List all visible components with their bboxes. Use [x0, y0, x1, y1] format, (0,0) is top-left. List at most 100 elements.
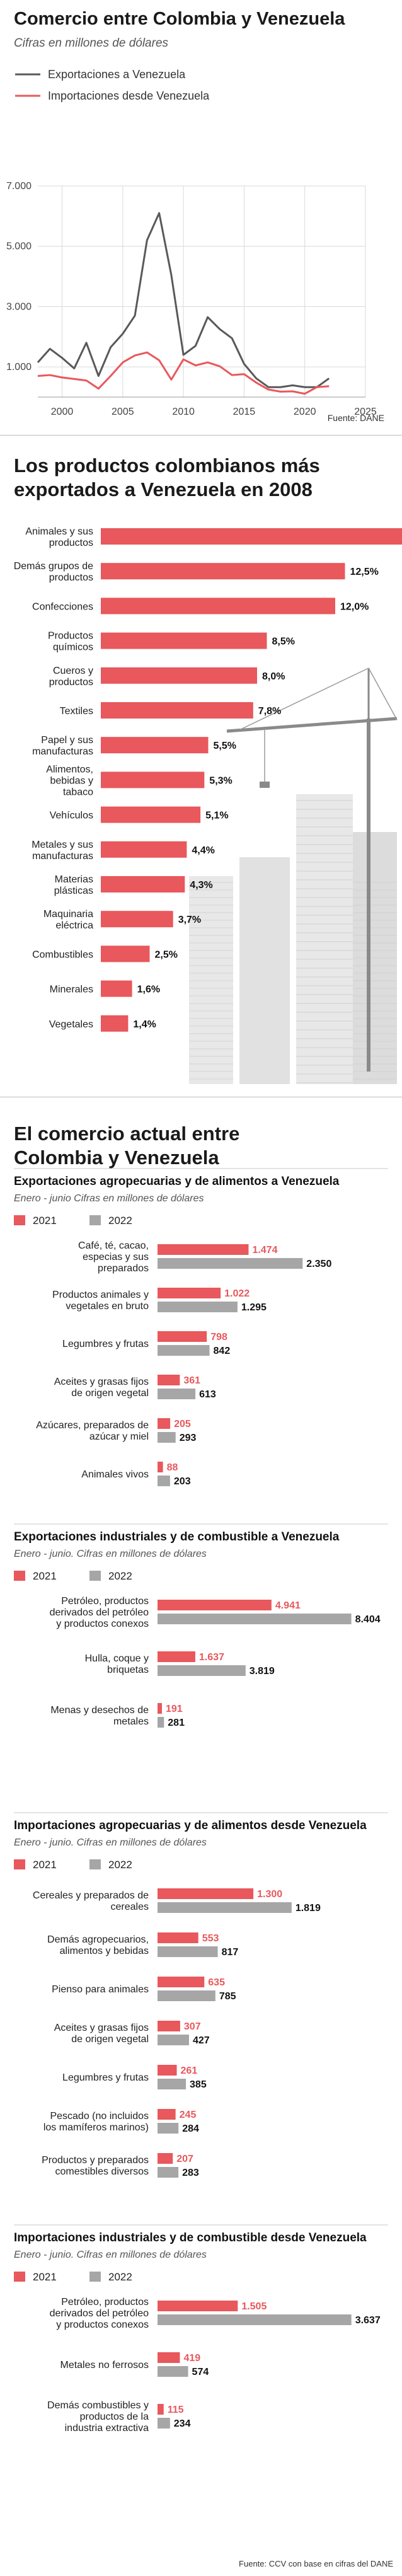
- category-label: Productos químicos: [48, 631, 93, 653]
- value-label: 842: [214, 1346, 231, 1356]
- bar: [101, 911, 173, 928]
- legend-swatch: [14, 1571, 25, 1581]
- section-top-products-2008: Los productos colombianos más exportados…: [0, 441, 402, 1097]
- category-label: Demás combustibles y productos de la indus…: [47, 2400, 149, 2434]
- x-tick-label: 2020: [294, 407, 316, 417]
- bar-2022: [158, 1614, 352, 1624]
- line-chart-source: Fuente: DANE: [327, 413, 384, 423]
- building-shape: [239, 857, 290, 1084]
- crane-hook: [260, 782, 270, 788]
- grouped-bar-chart-3: Importaciones agropecuarias y de aliment…: [14, 1812, 388, 2178]
- category-label: Metales no ferrosos: [60, 2360, 149, 2371]
- bar-2021: [158, 1288, 221, 1298]
- chart-subtitle: Enero - junio Cifras en millones de dóla…: [14, 1193, 204, 1204]
- bar-2021: [158, 2021, 180, 2031]
- value-label: 307: [184, 2021, 201, 2032]
- category-label: Aceites y grasas fijos de origen vegetal: [54, 2023, 149, 2045]
- bar: [101, 563, 345, 580]
- building-shape: [189, 876, 233, 1084]
- bar: [101, 737, 209, 754]
- category-label: Alimentos, bebidas y tabaco: [46, 764, 93, 797]
- legend-swatch: [89, 1571, 101, 1581]
- category-label: Menas y desechos de metales: [50, 1705, 149, 1727]
- bar-2022: [158, 2035, 189, 2045]
- value-label: 1.300: [257, 1889, 282, 1900]
- value-label: 574: [192, 2367, 209, 2377]
- bar: [101, 598, 335, 615]
- legend-swatch: [14, 1215, 25, 1225]
- products-2008-chart: Animales y susproductos16,4%Demás grupos…: [14, 526, 402, 1084]
- category-label: Productos y preparados comestibles divers…: [42, 2155, 149, 2177]
- value-label: 8,0%: [262, 671, 285, 682]
- divider: [0, 435, 402, 436]
- value-label: 2,5%: [155, 949, 178, 960]
- category-label: Petróleo, productos derivados del petróle…: [50, 2297, 149, 2330]
- value-label: 4.941: [275, 1600, 301, 1611]
- value-label: 281: [168, 1718, 185, 1728]
- chart-subtitle: Enero - junio. Cifras en millones de dól…: [14, 1549, 207, 1559]
- crane-jib: [226, 717, 398, 733]
- value-label: 3.637: [355, 2315, 381, 2326]
- bar-2022: [158, 2079, 187, 2089]
- category-label: Papel y sus manufacturas: [32, 735, 93, 757]
- value-label: 205: [174, 1419, 191, 1430]
- chart-title: Exportaciones agropecuarias y de aliment…: [14, 1175, 340, 1188]
- bar-2021: [158, 1375, 180, 1385]
- value-label: 613: [199, 1389, 216, 1400]
- category-label: Café, té, cacao, especias y sus preparados: [78, 1240, 149, 1274]
- line-chart-subtitle: Cifras en millones de dólares: [14, 37, 169, 50]
- value-label: 1.295: [241, 1302, 267, 1313]
- value-label: 3,7%: [178, 915, 201, 925]
- bar-2022: [158, 1258, 303, 1269]
- bar-2021: [158, 2153, 173, 2164]
- grouped-bar-chart-4: Importaciones industriales y de combusti…: [14, 2224, 388, 2434]
- value-label: 1.022: [224, 1288, 250, 1299]
- value-label: 4,4%: [192, 845, 214, 856]
- value-label: 115: [168, 2405, 184, 2415]
- legend-swatch: [14, 1859, 25, 1869]
- value-label: 7,8%: [258, 706, 281, 717]
- category-label: Productos animales y vegetales en bruto: [52, 1290, 149, 1312]
- category-label: Pescado (no incluidos los mamíferos marin…: [43, 2111, 149, 2133]
- chart-title: Importaciones agropecuarias y de aliment…: [14, 1819, 367, 1832]
- products-2008-title: Los productos colombianos más exportados…: [14, 454, 320, 500]
- bar-2021: [158, 1331, 207, 1342]
- category-label: Cueros y productos: [49, 666, 93, 688]
- category-label: Aceites y grasas fijos de origen vegetal: [54, 1377, 149, 1399]
- legend-label: 2021: [33, 2271, 57, 2283]
- category-label: Minerales: [50, 985, 93, 995]
- value-label: 283: [182, 2168, 199, 2178]
- chart-title: Importaciones industriales y de combusti…: [14, 2231, 367, 2244]
- category-label: Combustibles: [32, 949, 93, 960]
- value-label: 2.350: [306, 1259, 331, 1269]
- y-tick-label: 1.000: [6, 362, 32, 373]
- grouped-bar-chart-1: Exportaciones agropecuarias y de aliment…: [14, 1168, 388, 1487]
- bar: [101, 771, 205, 788]
- category-label: Animales vivos: [81, 1469, 149, 1480]
- bar: [101, 667, 257, 684]
- bar: [101, 702, 253, 719]
- bar-2022: [158, 1476, 170, 1486]
- x-tick-label: 2025: [354, 407, 377, 417]
- bar: [101, 528, 402, 545]
- category-label: Azúcares, preparados de azúcar y miel: [36, 1420, 149, 1442]
- bar-2022: [158, 1717, 164, 1728]
- bar-2021: [158, 1888, 254, 1899]
- bar-2022: [158, 2314, 352, 2325]
- series-line-2: [37, 351, 330, 395]
- category-label: Confecciones: [32, 601, 93, 612]
- legend-swatch: [89, 2272, 101, 2282]
- value-label: 203: [174, 1476, 191, 1487]
- bar-2021: [158, 2352, 180, 2363]
- y-tick-label: 5.000: [6, 241, 32, 252]
- value-label: 12,0%: [340, 601, 369, 612]
- line-chart-title: Comercio entre Colombia y Venezuela: [14, 9, 345, 29]
- y-tick-label: 3.000: [6, 301, 32, 312]
- legend-label: Exportaciones a Venezuela: [48, 68, 186, 81]
- value-label: 635: [208, 1977, 225, 1988]
- value-label: 1.474: [252, 1245, 277, 1256]
- category-label: Textiles: [60, 706, 93, 717]
- value-label: 207: [176, 2154, 193, 2164]
- bar-2021: [158, 1600, 272, 1610]
- legend-label: 2022: [108, 1570, 132, 1582]
